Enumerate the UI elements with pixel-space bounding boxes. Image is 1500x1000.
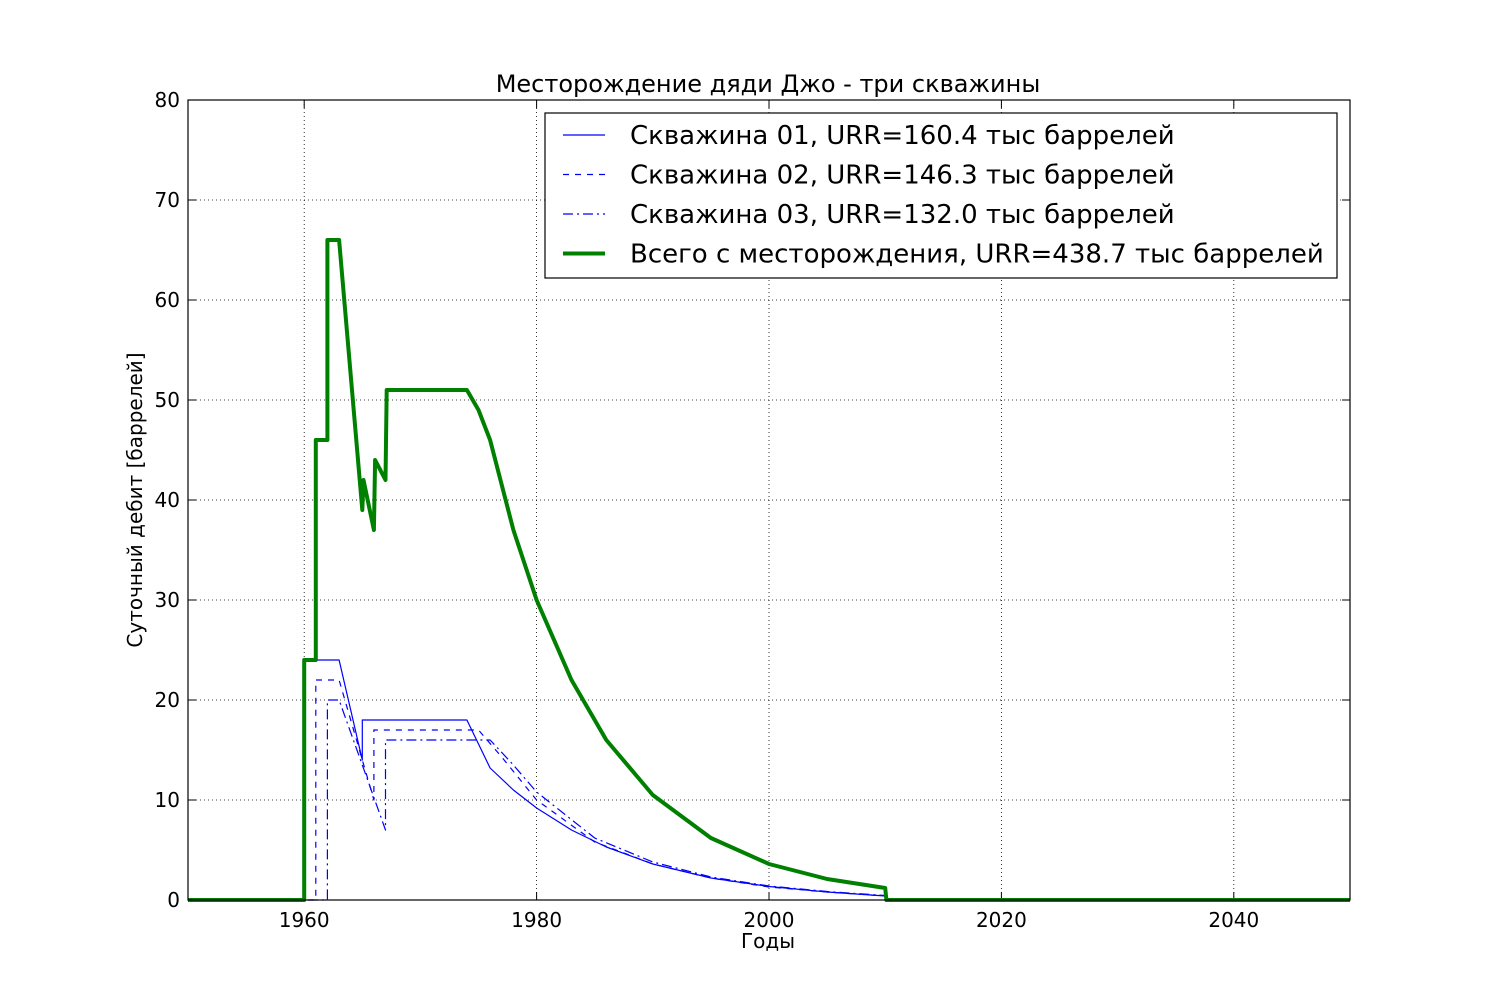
x-tick-label: 2040 xyxy=(1208,908,1259,932)
series-line-3 xyxy=(188,699,886,901)
y-tick-label: 30 xyxy=(155,588,180,612)
plot-frame xyxy=(187,99,1351,901)
y-tick-label: 0 xyxy=(167,888,180,912)
series-line-4 xyxy=(188,238,1350,902)
x-tick-label: 2000 xyxy=(744,908,795,932)
y-tick-label: 50 xyxy=(155,388,180,412)
legend-box xyxy=(544,112,1338,279)
x-tick-label: 1980 xyxy=(511,908,562,932)
chart-title: Месторождение дяди Джо - три скважины xyxy=(496,70,1041,98)
y-tick-label: 10 xyxy=(155,788,180,812)
y-tick-label: 70 xyxy=(155,188,180,212)
x-tick-label: 1960 xyxy=(279,908,330,932)
legend-label: Всего с месторождения, URR=438.7 тыс бар… xyxy=(630,240,1324,270)
y-axis-label: Суточный дебит [баррелей] xyxy=(123,352,147,647)
legend-label: Скважина 01, URR=160.4 тыс баррелей xyxy=(630,121,1175,151)
legend-label: Скважина 02, URR=146.3 тыс баррелей xyxy=(630,161,1175,191)
y-tick-label: 40 xyxy=(155,488,180,512)
x-tick-label: 2020 xyxy=(976,908,1027,932)
legend-label: Скважина 03, URR=132.0 тыс баррелей xyxy=(630,200,1175,230)
legend: Скважина 01, URR=160.4 тыс баррелей Скваж… xyxy=(544,112,1338,279)
series-lines xyxy=(188,238,1350,902)
y-tick-label: 60 xyxy=(155,288,180,312)
x-axis-label: Годы xyxy=(741,929,795,953)
axis-ticks: 1960 1980 2000 2020 2040 0 10 20 30 40 50 60 70 80 xyxy=(155,88,1350,932)
y-tick-label: 80 xyxy=(155,88,180,112)
y-tick-label: 20 xyxy=(155,688,180,712)
